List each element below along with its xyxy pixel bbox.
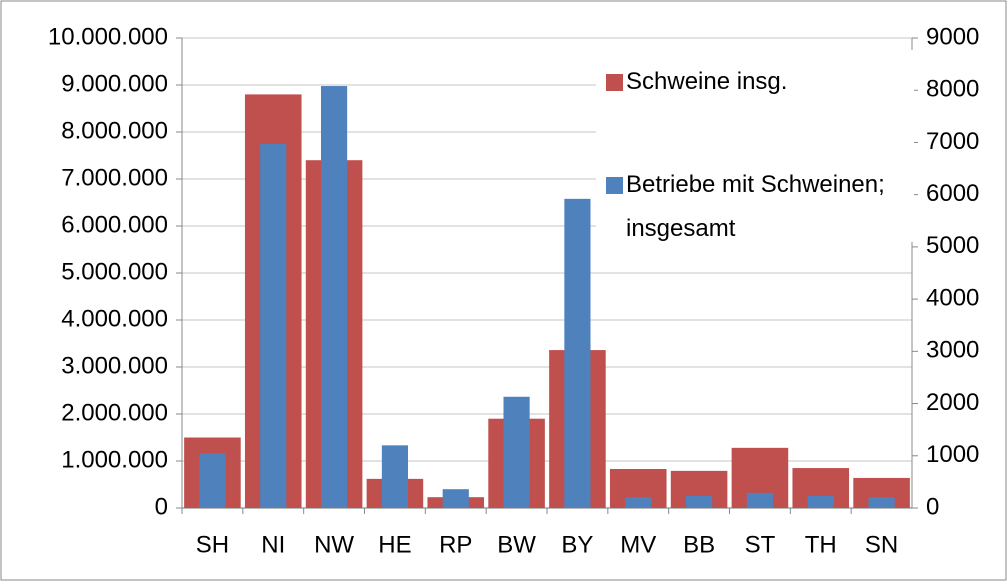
y2-tick-label: 1000: [926, 441, 979, 468]
y-tick-label: 3.000.000: [61, 352, 168, 379]
y2-tick-label: 2000: [926, 389, 979, 416]
bar: [807, 495, 834, 508]
legend-swatch: [606, 74, 623, 91]
bar: [442, 489, 469, 508]
x-tick-label: RP: [439, 531, 472, 558]
bar: [868, 497, 895, 508]
x-tick-label: NW: [314, 531, 354, 558]
bar: [625, 497, 652, 508]
y-tick-label: 0: [155, 493, 168, 520]
y-tick-label: 7.000.000: [61, 164, 168, 191]
x-tick-label: SN: [865, 531, 898, 558]
legend-text: Schweine insg.: [626, 68, 788, 95]
y-tick-label: 1.000.000: [61, 446, 168, 473]
y2-tick-label: 8000: [926, 76, 979, 103]
bar: [503, 396, 530, 508]
y2-tick-label: 0: [926, 493, 939, 520]
y-tick-label: 5.000.000: [61, 258, 168, 285]
x-tick-label: ST: [745, 531, 776, 558]
y-tick-label: 10.000.000: [48, 23, 168, 50]
y2-tick-label: 5000: [926, 232, 979, 259]
bar: [199, 453, 226, 508]
y2-tick-label: 9000: [926, 23, 979, 50]
x-tick-label: NI: [261, 531, 285, 558]
bar: [686, 495, 713, 508]
x-tick-label: HE: [378, 531, 411, 558]
x-tick-label: BY: [561, 531, 593, 558]
legend-box: [596, 50, 914, 242]
bar: [564, 198, 591, 508]
x-tick-label: SH: [196, 531, 229, 558]
bar: [321, 86, 348, 509]
y2-tick-label: 4000: [926, 284, 979, 311]
y-tick-label: 4.000.000: [61, 305, 168, 332]
x-tick-label: BW: [497, 531, 536, 558]
y-tick-label: 9.000.000: [61, 70, 168, 97]
y2-tick-label: 3000: [926, 337, 979, 364]
y-tick-label: 2.000.000: [61, 399, 168, 426]
y2-tick-label: 7000: [926, 128, 979, 155]
legend-label: Betriebe mit Schweinen; insgesamt: [626, 171, 885, 242]
x-tick-label: BB: [683, 531, 715, 558]
bar: [260, 144, 287, 508]
legend-swatch: [606, 177, 623, 194]
y-tick-label: 6.000.000: [61, 211, 168, 238]
x-tick-label: MV: [620, 531, 656, 558]
y2-tick-label: 6000: [926, 180, 979, 207]
bar: [381, 445, 408, 508]
x-tick-label: TH: [805, 531, 837, 558]
bar: [746, 492, 773, 508]
legend-text: Betriebe mit Schweinen; insgesamt: [626, 171, 885, 242]
y-tick-label: 8.000.000: [61, 117, 168, 144]
legend-label: Schweine insg.: [626, 68, 788, 95]
